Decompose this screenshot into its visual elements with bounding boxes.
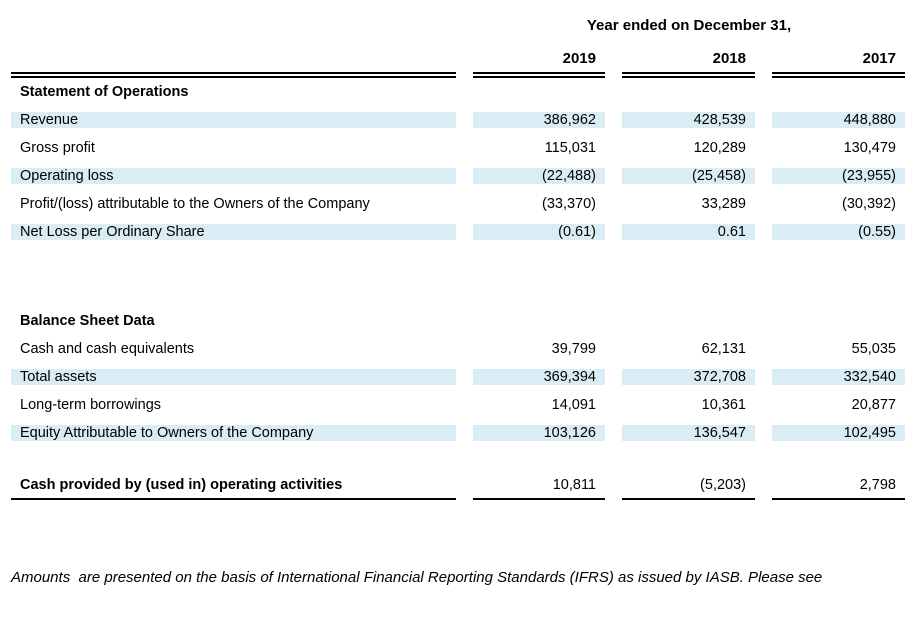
year-col-header-2018: 2018: [712, 49, 746, 67]
table-row: Cash and cash equivalents 39,799 62,131 55,…: [11, 335, 905, 363]
total-value-2019: 10,811: [473, 472, 605, 500]
value-cell: 102,495: [772, 425, 905, 441]
section-heading: Statement of Operations: [20, 84, 189, 100]
row-label: Equity Attributable to Owners of the Com…: [11, 425, 456, 441]
value-cell: 0.61: [622, 224, 755, 240]
value-cell: 136,547: [622, 425, 755, 441]
year-col-header-2019: 2019: [562, 49, 596, 67]
double-rule: [11, 72, 456, 78]
row-label: Profit/(loss) attributable to the Owners…: [20, 196, 370, 212]
table-row: Operating loss (22,488) (25,458) (23,955): [11, 162, 905, 190]
value-cell: 62,131: [701, 341, 746, 357]
value-cell: (23,955): [772, 168, 905, 184]
ifrs-footnote: Amounts are presented on the basis of In…: [11, 510, 905, 619]
value-cell: 103,126: [473, 425, 605, 441]
period-header: Year ended on December 31,: [586, 16, 792, 34]
value-cell: 55,035: [851, 341, 896, 357]
row-label: Long-term borrowings: [20, 397, 162, 413]
value-cell: 332,540: [772, 369, 905, 385]
header-rule-row: [11, 72, 905, 78]
value-cell: 39,799: [551, 341, 596, 357]
value-cell: 130,479: [843, 140, 896, 156]
table-row: Net Loss per Ordinary Share (0.61) 0.61 (0.…: [11, 218, 905, 246]
value-cell: 20,877: [851, 397, 896, 413]
value-cell: 428,539: [622, 112, 755, 128]
value-cell: 369,394: [473, 369, 605, 385]
table-row: Total assets 369,394 372,708 332,540: [11, 363, 905, 391]
value-cell: 115,031: [544, 140, 596, 156]
double-rule: [622, 72, 755, 78]
value-cell: (33,370): [541, 196, 596, 212]
value-cell: (25,458): [622, 168, 755, 184]
table-row: Long-term borrowings 14,091 10,361 20,877: [11, 391, 905, 419]
total-row-label: Cash provided by (used in) operating act…: [11, 472, 456, 500]
section-heading: Balance Sheet Data: [20, 313, 155, 329]
table-period-header-row: Year ended on December 31,: [11, 16, 905, 34]
row-label: Operating loss: [11, 168, 456, 184]
table-section: Statement of Operations Revenue 386,962 428…: [11, 78, 905, 246]
value-cell: 10,361: [701, 397, 746, 413]
value-cell: (0.55): [772, 224, 905, 240]
table-row: Gross profit 115,031 120,289 130,479: [11, 134, 905, 162]
year-col-header-2017: 2017: [862, 49, 896, 67]
table-section: Balance Sheet Data Cash and cash equivale…: [11, 307, 905, 447]
total-value-2017: 2,798: [772, 472, 905, 500]
value-cell: 120,289: [693, 140, 746, 156]
value-cell: (22,488): [473, 168, 605, 184]
row-label: Total assets: [11, 369, 456, 385]
table-row: Profit/(loss) attributable to the Owners…: [11, 190, 905, 218]
table-body: Statement of Operations Revenue 386,962 428…: [11, 78, 905, 447]
total-row: Cash provided by (used in) operating act…: [11, 472, 905, 500]
value-cell: 386,962: [473, 112, 605, 128]
value-cell: (0.61): [473, 224, 605, 240]
value-cell: 372,708: [622, 369, 755, 385]
row-label: Net Loss per Ordinary Share: [11, 224, 456, 240]
value-cell: 33,289: [701, 196, 746, 212]
double-rule: [772, 72, 905, 78]
value-cell: 14,091: [551, 397, 596, 413]
row-label: Revenue: [11, 112, 456, 128]
value-cell: 448,880: [772, 112, 905, 128]
row-label: Cash and cash equivalents: [20, 341, 195, 357]
year-header-row: 2019 2018 2017: [11, 49, 905, 67]
section-heading-row: Balance Sheet Data: [11, 307, 905, 335]
ifrs-footnote-line: Amounts are presented on the basis of In…: [11, 569, 823, 586]
financial-summary-table: Year ended on December 31, 2019 2018 201…: [11, 0, 905, 619]
value-cell: (30,392): [841, 196, 896, 212]
total-value-2018: (5,203): [622, 472, 755, 500]
double-rule: [473, 72, 605, 78]
section-heading-row: Statement of Operations: [11, 78, 905, 106]
table-row: Equity Attributable to Owners of the Com…: [11, 419, 905, 447]
row-label: Gross profit: [20, 140, 95, 156]
table-row: Revenue 386,962 428,539 448,880: [11, 106, 905, 134]
